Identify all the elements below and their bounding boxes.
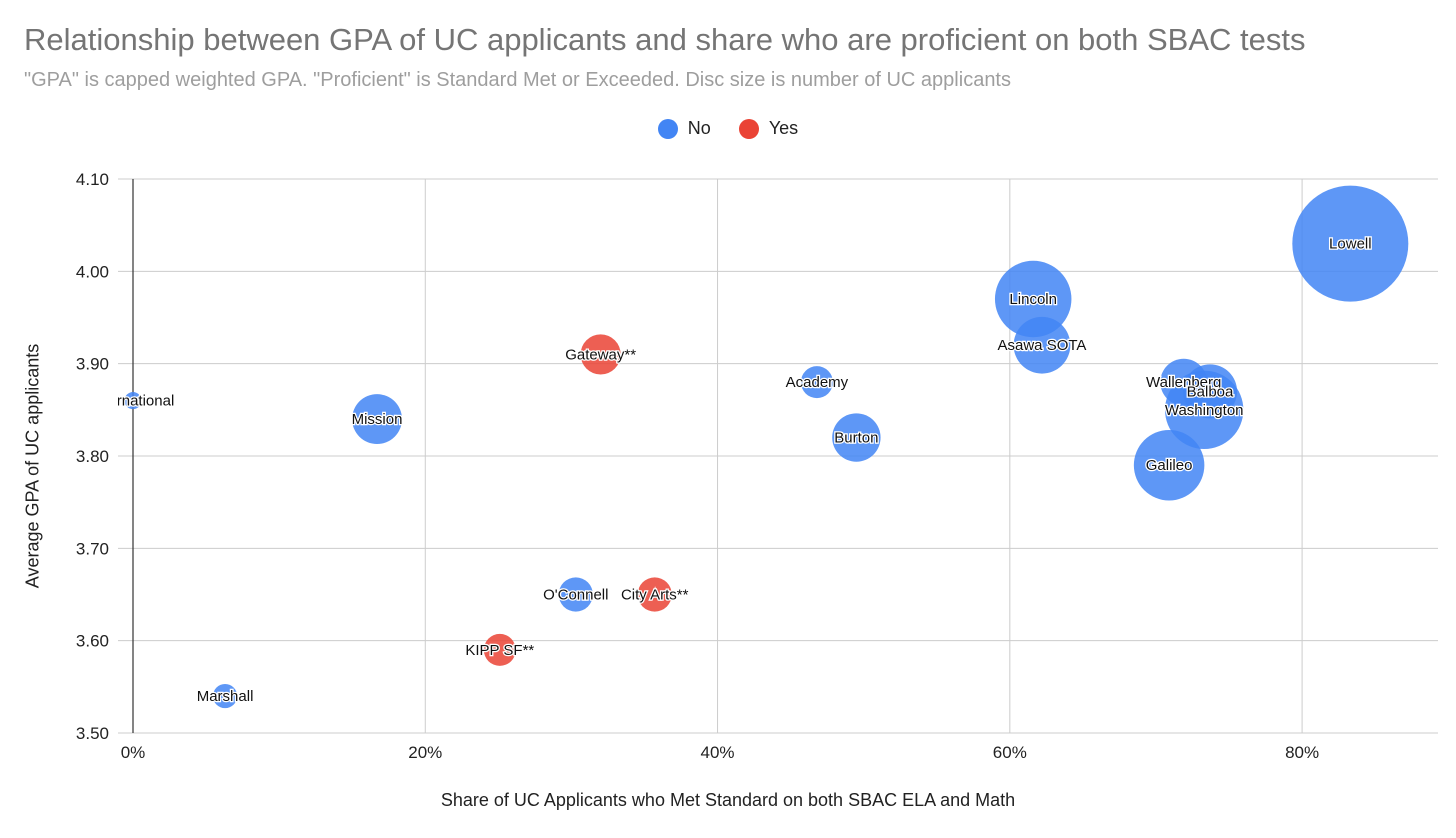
bubble-label: Gateway** xyxy=(565,346,636,363)
x-tick-label: 80% xyxy=(1285,743,1319,762)
bubble-label: Washington xyxy=(1165,402,1244,419)
chart-subtitle: "GPA" is capped weighted GPA. "Proficien… xyxy=(24,69,1011,91)
legend-item-no[interactable]: No xyxy=(657,118,711,139)
bubble-city-arts xyxy=(637,577,672,612)
y-tick-label: 4.00 xyxy=(76,262,109,281)
bubble-label: Balboa xyxy=(1187,383,1234,400)
bubble-international xyxy=(124,392,142,410)
bubble-label: Mission xyxy=(352,411,403,428)
bubble-label: City Arts** xyxy=(621,587,689,604)
bubble-label: Lowell xyxy=(1329,236,1372,253)
bubble-lowell xyxy=(1292,185,1409,302)
bubble-label: Marshall xyxy=(197,688,254,705)
tick-labels: 3.50 3.60 3.70 3.80 3.90 4.00 4.10 0% 20% 40% 60% 8… xyxy=(76,170,1319,762)
y-axis-label: Average GPA of UC applicants xyxy=(22,343,43,589)
x-axis-label: Share of UC Applicants who Met Standard … xyxy=(440,790,1016,810)
bubble-label: Burton xyxy=(834,430,878,447)
bubble-label: KIPP SF** xyxy=(465,642,534,659)
bubble-marshall xyxy=(212,683,238,709)
bubble-gateway xyxy=(580,334,621,375)
x-tick-label: 60% xyxy=(993,743,1027,762)
chart-title: Relationship between GPA of UC applicant… xyxy=(24,22,1306,57)
bubble-label: O'Connell xyxy=(543,587,608,604)
bubble-label: International xyxy=(92,393,175,410)
legend-label-no: No xyxy=(687,118,711,138)
legend-swatch-yes xyxy=(738,118,759,139)
y-tick-label: 4.10 xyxy=(76,170,109,189)
bubbles xyxy=(124,185,1409,709)
legend: No Yes xyxy=(0,118,1456,139)
y-tick-label: 3.60 xyxy=(76,632,109,651)
bubble-o-connell xyxy=(558,577,593,612)
y-tick-label: 3.90 xyxy=(76,355,109,374)
legend-item-yes[interactable]: Yes xyxy=(738,118,799,139)
bubble-labels: International Marshall Mission Gateway** KIP… xyxy=(92,234,1373,706)
y-tick-label: 3.80 xyxy=(76,447,109,466)
bubble-wallenberg xyxy=(1160,358,1208,406)
bubble-label: Wallenberg xyxy=(1146,374,1221,391)
x-tick-label: 0% xyxy=(121,743,146,762)
legend-swatch-no xyxy=(657,118,678,139)
y-tick-label: 3.50 xyxy=(76,724,109,743)
y-tick-label: 3.70 xyxy=(76,539,109,558)
legend-label-yes: Yes xyxy=(768,118,799,138)
bubble-label: Academy xyxy=(786,374,849,391)
gridlines xyxy=(118,178,1438,734)
bubble-mission xyxy=(352,394,402,444)
bubble-galileo xyxy=(1133,429,1205,501)
bubble-kipp-sf xyxy=(483,633,516,666)
bubble-lincoln xyxy=(994,260,1072,338)
bubble-burton xyxy=(832,413,881,462)
x-tick-label: 40% xyxy=(701,743,735,762)
x-tick-label: 20% xyxy=(408,743,442,762)
bubble-label: Galileo xyxy=(1146,457,1193,474)
bubble-label: Asawa SOTA xyxy=(998,337,1087,354)
bubble-label: Lincoln xyxy=(1009,291,1057,308)
bubble-asawa-sota xyxy=(1013,316,1071,374)
bubble-academy xyxy=(800,366,833,399)
